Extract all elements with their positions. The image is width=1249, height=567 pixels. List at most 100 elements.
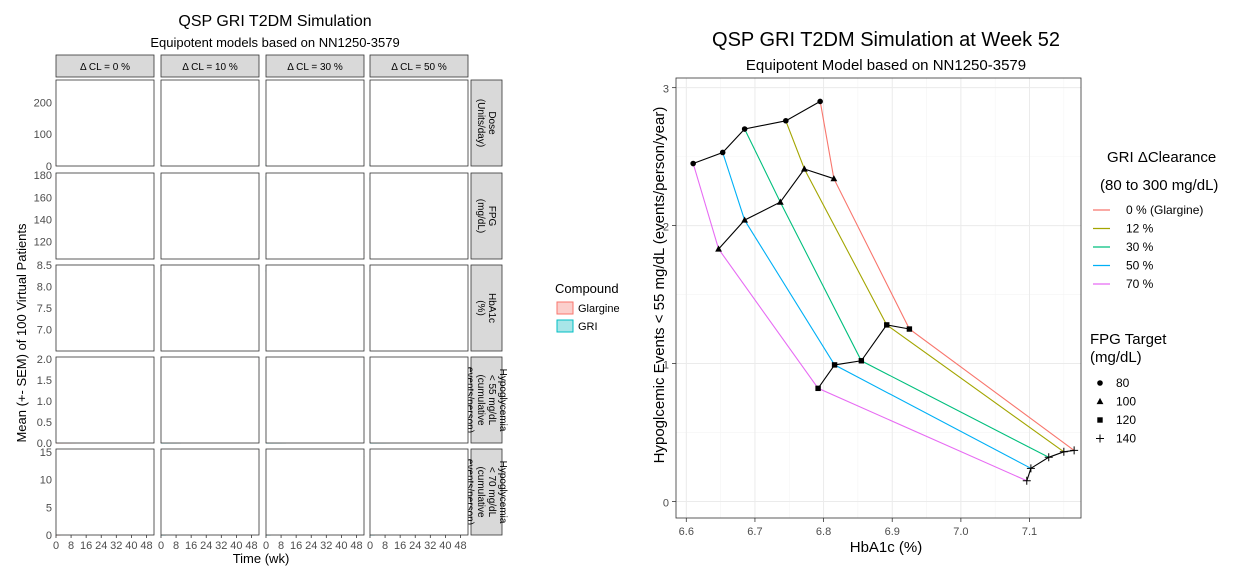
x-tick-label: 40 [335,540,347,552]
legend-shape-key [1097,417,1103,423]
panel-border [160,448,260,536]
column-strip-label: Δ CL = 0 % [80,62,130,73]
data-point [776,198,784,205]
legend-label-glargine: Glargine [578,303,620,315]
x-tick-label: 32 [320,540,332,552]
fpg-legend-items: 80 100 120 140 [1096,376,1136,446]
fpg-legend-title-1: FPG Target [1090,331,1167,348]
panel-border [369,356,469,444]
right-subtitle: Equipotent Model based on NN1250-3579 [746,57,1026,74]
panel-border [369,79,469,167]
compound-legend: Compound Glargine GRI [555,281,620,333]
x-tick-label: 32 [424,540,436,552]
data-point [1059,447,1068,456]
x-tick-label: 32 [110,540,122,552]
legend-shape-label: 100 [1116,395,1136,409]
row-strip-label: Hypoglycemia< 55 mg/dL(cumulativeevents/… [464,367,508,433]
panel-border [369,264,469,352]
y-tick-label: 0 [663,497,669,509]
data-point [800,165,808,172]
legend-shape-key [1097,380,1103,386]
panel-border [265,172,365,260]
clearance-legend-items: 0 % (Glargine) 12 % 30 % 50 % 70 % [1093,203,1203,291]
panel-border [55,356,155,444]
y-tick-label: 0 [46,161,52,173]
legend-shape-key [1096,434,1104,443]
scatter-plot-area: 6.6 6.7 6.8 6.9 7.0 7.1 0 1 2 3 [663,77,1082,538]
row-strip-label: HbA1c(%) [475,293,497,323]
y-tick-label: 10 [40,475,52,487]
x-tick-label: 0 [53,540,59,552]
data-point [906,326,913,332]
x-tick-label: 16 [80,540,92,552]
x-tick-label: 48 [454,540,466,552]
x-tick-label: 24 [409,540,421,552]
column-strip-label: Δ CL = 10 % [182,62,238,73]
row-strip [470,79,503,167]
x-tick-label: 16 [290,540,302,552]
x-tick-label: 6.8 [816,526,831,538]
x-tick-label: 7.0 [953,526,968,538]
row-strip [470,264,503,352]
x-tick-label: 8 [382,540,388,552]
panel-border [160,356,260,444]
data-point [719,149,726,156]
row-strip-label: Dose(Units/day) [475,99,497,147]
fpg-legend: FPG Target (mg/dL) 80 100 120 140 [1090,331,1167,446]
y-tick-label: 180 [34,170,52,182]
data-point [741,216,749,223]
clearance-line [819,101,1075,451]
legend-shape-label: 80 [1116,376,1130,390]
clearance-line [744,128,1049,458]
data-point [1044,453,1053,462]
y-tick-label: 3 [663,84,669,96]
y-tick-label: 140 [34,214,52,226]
legend-key-glargine [556,301,574,315]
x-tick-label: 7.1 [1022,526,1037,538]
y-tick-label: 0.0 [37,438,52,450]
y-tick-label: 5 [46,502,52,514]
clearance-line [785,120,1065,453]
panel-border [160,79,260,167]
x-tick-label: 0 [158,540,164,552]
x-tick-label: 0 [263,540,269,552]
y-tick-label: 7.0 [37,325,52,337]
y-tick-label: 100 [34,129,52,141]
x-tick-label: 8 [68,540,74,552]
data-point [741,126,748,132]
clearance-line [692,163,1028,482]
data-point [1022,476,1031,485]
plot-border [675,77,1082,519]
x-tick-label: 24 [200,540,212,552]
legend-color-label: 30 % [1126,240,1154,254]
y-tick-label: 0.5 [37,417,52,429]
panel-border [160,264,260,352]
x-tick-label: 16 [394,540,406,552]
x-tick-label: 48 [140,540,152,552]
panel-border [265,448,365,536]
right-figure: QSP GRI T2DM Simulation at Week 52 Equip… [651,29,1218,556]
left-y-axis-label: Mean (+- SEM) of 100 Virtual Patients [14,223,29,443]
right-y-axis-label: Hypoglcemic Events < 55 mg/dL (events/pe… [651,107,668,464]
panel-border [369,172,469,260]
data-point [1070,446,1079,455]
y-tick-label: 0 [46,530,52,542]
clearance-legend-title-2: (80 to 300 mg/dL) [1100,177,1218,194]
fpg-legend-title-2: (mg/dL) [1090,349,1142,366]
legend-color-label: 70 % [1126,277,1154,291]
clearance-legend-title-1: GRI ΔClearance [1107,149,1216,166]
column-strip [55,54,155,78]
legend-label-gri: GRI [578,321,598,333]
right-title: QSP GRI T2DM Simulation at Week 52 [712,29,1060,51]
panel-border [55,448,155,536]
y-tick-label: 15 [40,447,52,459]
legend-shape-label: 140 [1116,432,1136,446]
column-strip [369,54,469,78]
row-strip [470,356,503,444]
clearance-legend: GRI ΔClearance (80 to 300 mg/dL) 0 % (Gl… [1093,149,1218,291]
x-tick-label: 24 [305,540,317,552]
x-tick-label: 6.7 [747,526,762,538]
legend-color-label: 50 % [1126,259,1154,273]
x-tick-label: 40 [125,540,137,552]
